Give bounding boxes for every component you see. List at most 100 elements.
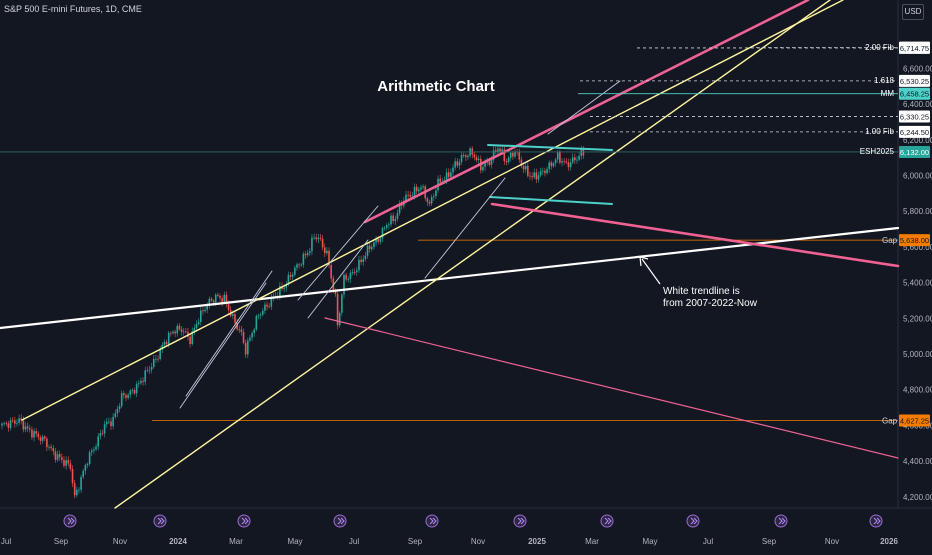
candle-body	[112, 416, 114, 427]
candle-body	[144, 370, 147, 382]
candle-body	[300, 264, 303, 266]
candle-body	[370, 247, 373, 249]
event-chevron-icon	[873, 517, 881, 525]
candle-body	[214, 294, 217, 303]
candle-body	[3, 423, 5, 425]
candle-body	[103, 424, 106, 434]
candle-body	[456, 161, 459, 166]
candle-body	[28, 428, 31, 430]
candle-body	[46, 438, 48, 448]
candle-body	[69, 463, 72, 469]
trend-note-line2: from 2007-2022-Now	[663, 298, 758, 309]
candle-body	[127, 394, 129, 398]
candle-body	[161, 344, 164, 350]
price-label-box	[899, 87, 930, 100]
candle-body	[563, 161, 565, 163]
level-name-label: MM	[881, 89, 895, 98]
candle-body	[54, 451, 57, 460]
candle-body	[360, 259, 362, 263]
candle-body	[514, 151, 516, 157]
level-name-label: 1.00 Fib	[865, 127, 894, 136]
candle-body	[174, 331, 176, 334]
time-tick-label: Sep	[408, 537, 423, 546]
candle-body	[259, 314, 262, 316]
price-label-box	[899, 41, 930, 54]
price-label-text: 4,627.25	[900, 417, 929, 426]
parallel-channel-d1	[547, 80, 621, 135]
fib-lines-layer: 2.00 Fib 1.618 MM 1.00 Fib ESH2025	[0, 43, 898, 156]
teal-channel-top	[487, 144, 613, 151]
candle-body	[148, 369, 151, 371]
candle-body	[298, 264, 300, 266]
candle-body	[95, 446, 97, 450]
candle-body	[138, 383, 140, 385]
candle-body	[409, 194, 412, 197]
candle-body	[93, 449, 95, 451]
candle-body	[407, 194, 409, 196]
candle-body	[266, 304, 268, 307]
candle-body	[450, 172, 452, 177]
candle-body	[16, 422, 18, 424]
candle-body	[123, 393, 125, 396]
event-chevron-icon	[67, 517, 75, 525]
candle-body	[460, 155, 463, 162]
price-tick-label: 5,800.00	[903, 207, 932, 216]
candle-body	[204, 309, 206, 312]
parallel-channel-a1	[179, 282, 267, 409]
price-tick-label: 5,200.00	[903, 314, 932, 323]
candle-body	[512, 152, 514, 157]
candle-body	[257, 315, 260, 317]
candle-body	[302, 253, 305, 265]
yellow-lower-trendline	[114, 0, 831, 509]
candle-body	[306, 253, 309, 256]
teal-channel-bottom	[489, 196, 613, 205]
candle-body	[120, 393, 123, 407]
candle-body	[415, 186, 418, 192]
price-label-text: 6,714.75	[900, 44, 929, 53]
candle-body	[225, 294, 228, 304]
candle-body	[582, 149, 585, 156]
candle-body	[253, 329, 256, 334]
time-tick-label: May	[287, 537, 302, 546]
candle-body	[114, 413, 117, 417]
candle-body	[157, 358, 159, 360]
event-chevron-icon	[241, 517, 249, 525]
candle-body	[499, 148, 501, 152]
candle-body	[52, 448, 55, 452]
candle-body	[304, 253, 307, 256]
time-tick-label: Nov	[113, 537, 127, 546]
candle-body	[484, 162, 486, 167]
candle-body	[445, 172, 448, 181]
candle-body	[529, 175, 531, 177]
candle-body	[422, 186, 424, 188]
event-chevron-icon	[157, 517, 165, 525]
trendlines-layer	[0, 0, 900, 509]
candle-body	[18, 418, 20, 423]
candle-body	[544, 170, 546, 174]
candle-body	[63, 460, 65, 466]
candle-body	[202, 310, 204, 312]
candle-body	[471, 148, 474, 155]
candle-body	[296, 264, 298, 268]
candle-body	[37, 433, 40, 438]
event-chevron-icon	[429, 517, 437, 525]
candle-body	[559, 152, 561, 163]
candle-body	[347, 278, 350, 280]
currency-button[interactable]: USD	[902, 4, 924, 20]
candle-body	[182, 331, 185, 333]
parallel-channel-c1	[424, 177, 506, 279]
candle-body	[206, 305, 208, 310]
candle-body	[193, 328, 196, 332]
candle-body	[454, 161, 456, 168]
candle-body	[90, 450, 93, 453]
candle-body	[383, 227, 386, 229]
candle-body	[108, 421, 110, 423]
candle-body	[375, 238, 377, 243]
candle-body	[255, 315, 258, 330]
candle-body	[178, 325, 181, 330]
candle-body	[43, 436, 46, 439]
candle-body	[494, 150, 497, 153]
candle-body	[552, 163, 555, 167]
